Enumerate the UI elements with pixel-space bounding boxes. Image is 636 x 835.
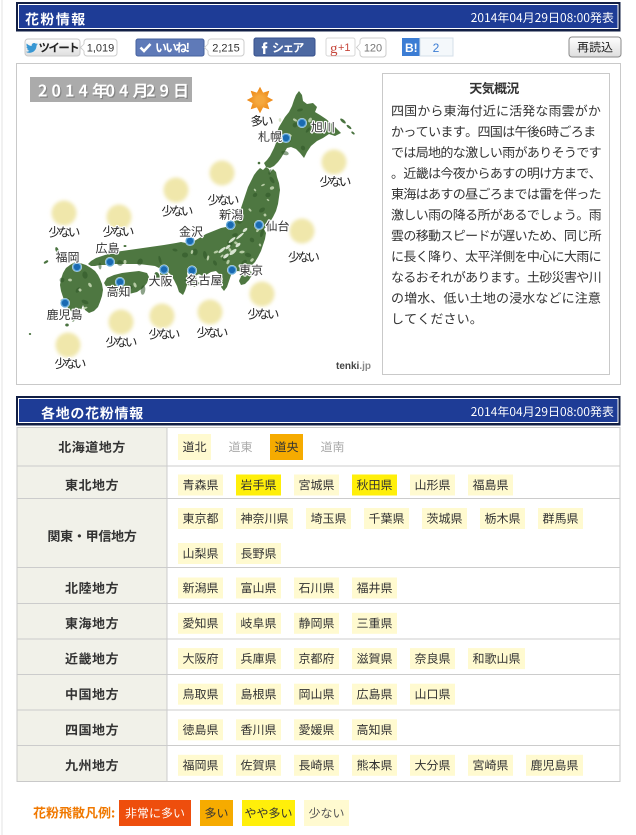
- svg-text:tenki.jp: tenki.jp: [336, 361, 371, 372]
- svg-text:120: 120: [364, 43, 382, 55]
- svg-text:g: g: [330, 41, 338, 57]
- svg-text:+1: +1: [338, 42, 351, 54]
- svg-text:2: 2: [433, 41, 440, 55]
- svg-text:B!: B!: [405, 41, 418, 55]
- svg-text:1,019: 1,019: [87, 43, 115, 55]
- svg-text:2,215: 2,215: [212, 43, 240, 55]
